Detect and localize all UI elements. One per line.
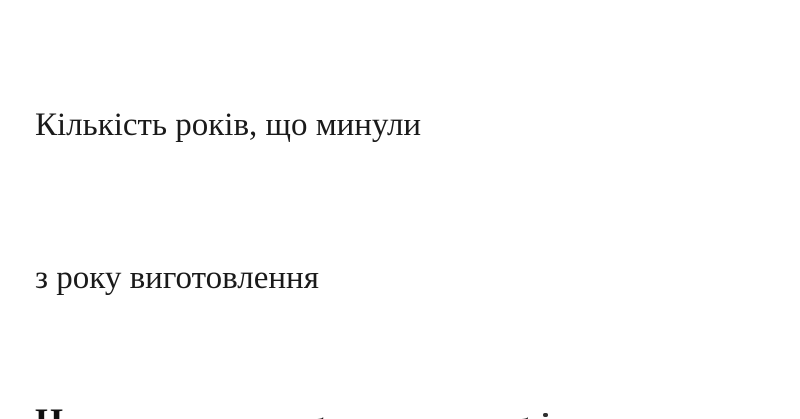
- header-line-2: з року виготовлення: [35, 257, 683, 299]
- header-line-1: Кількість років, що минули: [35, 104, 683, 146]
- header-line-2-text: з року виготовлення: [35, 260, 319, 296]
- cut-off-letter-dot-icon: [543, 413, 548, 417]
- document-text-block: Кількість років, що минули з року вигото…: [35, 0, 683, 419]
- header-line-1-text: Кількість років, що минули: [35, 107, 422, 143]
- age-column-header: транспортного засобу: [35, 410, 408, 419]
- cut-off-next-line: Н: [35, 403, 63, 419]
- header-line-3: транспортного засобу Ставка базова, євро: [35, 410, 683, 419]
- rate-column-header: Ставка базова, євро: [408, 410, 683, 419]
